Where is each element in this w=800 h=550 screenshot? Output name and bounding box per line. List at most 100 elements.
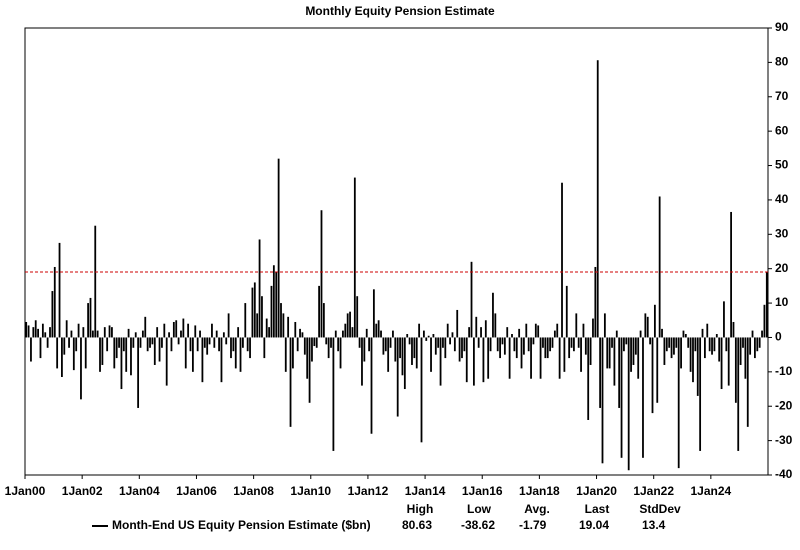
bar — [282, 313, 285, 338]
bar — [275, 272, 278, 338]
bar — [213, 337, 216, 348]
bar — [699, 337, 702, 451]
bar — [115, 337, 118, 359]
bar — [620, 337, 623, 458]
bar — [330, 337, 332, 348]
bar — [177, 337, 180, 345]
bar — [122, 337, 125, 352]
bar — [561, 182, 563, 338]
bar — [754, 337, 756, 359]
bar — [496, 337, 499, 352]
y-tick-label: 80 — [775, 55, 789, 69]
bar — [444, 337, 447, 359]
bar — [380, 330, 382, 338]
bar — [230, 337, 232, 359]
bar — [525, 323, 528, 338]
bar — [656, 337, 659, 403]
bar — [75, 337, 78, 352]
stats-value: 13.4 — [642, 518, 666, 532]
bar — [394, 337, 397, 362]
bar — [308, 337, 311, 403]
bar — [399, 337, 401, 359]
bar — [401, 337, 404, 376]
bar — [44, 332, 47, 338]
bar — [134, 332, 137, 338]
bar — [480, 327, 482, 338]
bar — [713, 337, 716, 352]
bar — [658, 196, 661, 338]
bar — [556, 323, 559, 338]
bar — [258, 239, 261, 338]
bar — [25, 321, 28, 338]
stats-value: -38.62 — [461, 518, 495, 532]
bar — [708, 337, 711, 352]
bar — [606, 337, 609, 369]
bar — [653, 304, 656, 338]
bar — [489, 337, 492, 352]
bar — [80, 337, 82, 400]
x-tick-label: 1Jan00 — [5, 484, 46, 498]
bar — [175, 320, 178, 338]
bar — [546, 337, 549, 359]
bar — [382, 337, 385, 355]
bar — [172, 321, 175, 338]
bar — [156, 327, 159, 338]
bar — [651, 337, 654, 414]
bar — [146, 337, 149, 352]
bar — [218, 337, 220, 352]
bar — [623, 337, 625, 352]
x-tick-label: 1Jan16 — [462, 484, 503, 498]
x-tick-label: 1Jan10 — [290, 484, 331, 498]
bar — [246, 337, 249, 352]
bar — [241, 337, 244, 348]
bar — [568, 337, 571, 359]
bar — [668, 337, 671, 348]
y-tick-label: -20 — [775, 398, 793, 412]
bar — [127, 328, 130, 338]
x-tick-label: 1Jan02 — [62, 484, 103, 498]
bar — [430, 337, 432, 372]
bar — [372, 289, 375, 338]
bar — [191, 337, 194, 372]
bar — [125, 337, 128, 372]
bar — [718, 337, 721, 362]
y-tick-label: 90 — [775, 20, 789, 34]
bar — [601, 337, 604, 464]
bar — [184, 337, 187, 369]
bar — [682, 330, 685, 338]
bar — [527, 337, 530, 352]
bar — [182, 318, 185, 338]
bar — [553, 330, 556, 338]
bar — [744, 337, 747, 379]
bar — [415, 337, 418, 369]
bar — [113, 337, 116, 369]
bar — [387, 337, 390, 372]
bar — [746, 337, 749, 427]
bar — [261, 296, 263, 338]
stats-header: Last — [585, 502, 610, 516]
bar — [30, 337, 32, 362]
bar — [584, 337, 587, 355]
bar — [494, 313, 497, 338]
y-tick-label: 70 — [775, 89, 789, 103]
bar — [370, 337, 373, 434]
stats-value: 80.63 — [402, 518, 432, 532]
bar — [425, 337, 428, 341]
bar — [558, 337, 561, 379]
bar — [599, 337, 602, 408]
bar — [251, 287, 254, 338]
bar — [449, 337, 451, 345]
bar — [670, 337, 673, 359]
bar — [472, 337, 475, 386]
bar — [294, 321, 297, 338]
bar — [487, 337, 490, 379]
bar — [149, 337, 151, 348]
bar — [392, 330, 394, 338]
x-tick-label: 1Jan12 — [348, 484, 389, 498]
bar — [570, 337, 573, 348]
bar — [575, 313, 578, 338]
y-tick-label: -30 — [775, 433, 793, 447]
bar — [34, 320, 37, 338]
bar — [437, 337, 440, 348]
bar — [96, 330, 99, 338]
